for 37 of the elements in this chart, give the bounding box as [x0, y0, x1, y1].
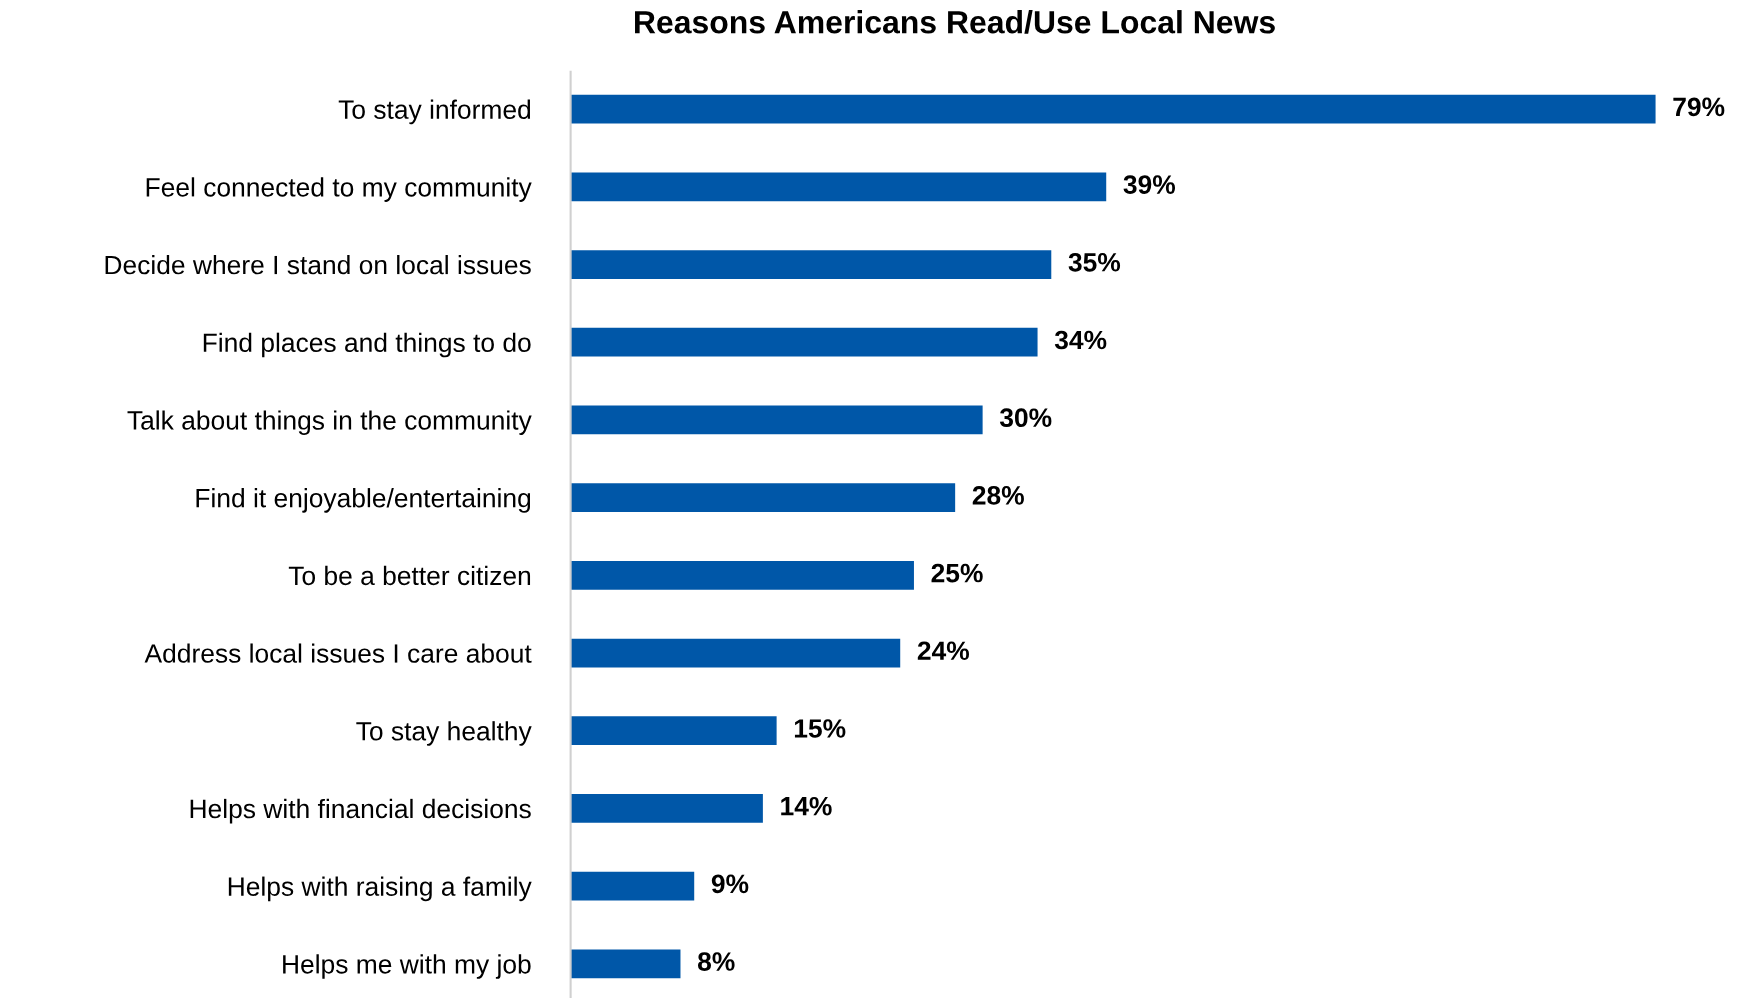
y-tick-label: Address local issues I care about	[144, 643, 532, 663]
y-tick-label: To stay healthy	[356, 721, 532, 746]
bar	[570, 716, 777, 746]
data-label: 15%	[794, 719, 846, 738]
y-tick-label: Decide where I stand on local issues	[105, 254, 531, 275]
bar	[570, 871, 695, 901]
y-tick-label: Find places and things to do	[203, 332, 531, 358]
y-tick-label: To be a better citizen	[288, 565, 531, 586]
data-label: 28%	[972, 486, 1024, 505]
bar	[570, 405, 983, 435]
y-tick-label: Feel connected to my community	[146, 177, 532, 202]
y-tick-label: Talk about things in the community	[127, 410, 532, 435]
chart-title: Reasons Americans Read/Use Local News	[635, 10, 1275, 34]
y-tick-label: Helps with financial decisions	[190, 798, 531, 824]
data-label: 9%	[711, 874, 749, 894]
data-label: 39%	[1123, 175, 1176, 194]
data-label: 35%	[1068, 252, 1121, 272]
bar	[570, 483, 956, 513]
bar	[570, 794, 763, 823]
data-label: 25%	[931, 563, 983, 583]
data-label: 79%	[1673, 97, 1725, 117]
bar	[570, 560, 914, 590]
y-tick-label: Helps with raising a family	[228, 876, 532, 902]
y-tick-label: Find it enjoyable/entertaining	[196, 488, 531, 513]
bar	[570, 949, 681, 979]
data-label: 14%	[781, 796, 832, 816]
data-label: 8%	[697, 952, 735, 971]
bar	[570, 327, 1038, 357]
bar	[570, 94, 1656, 124]
y-tick-label: Helps me with my job	[283, 954, 531, 979]
y-tick-label: To stay informed	[338, 99, 531, 125]
data-label: 24%	[917, 641, 970, 661]
bar	[570, 250, 1052, 279]
bar	[570, 638, 901, 668]
data-label: 30%	[999, 408, 1052, 428]
bar	[570, 172, 1107, 202]
data-label: 34%	[1054, 330, 1107, 350]
